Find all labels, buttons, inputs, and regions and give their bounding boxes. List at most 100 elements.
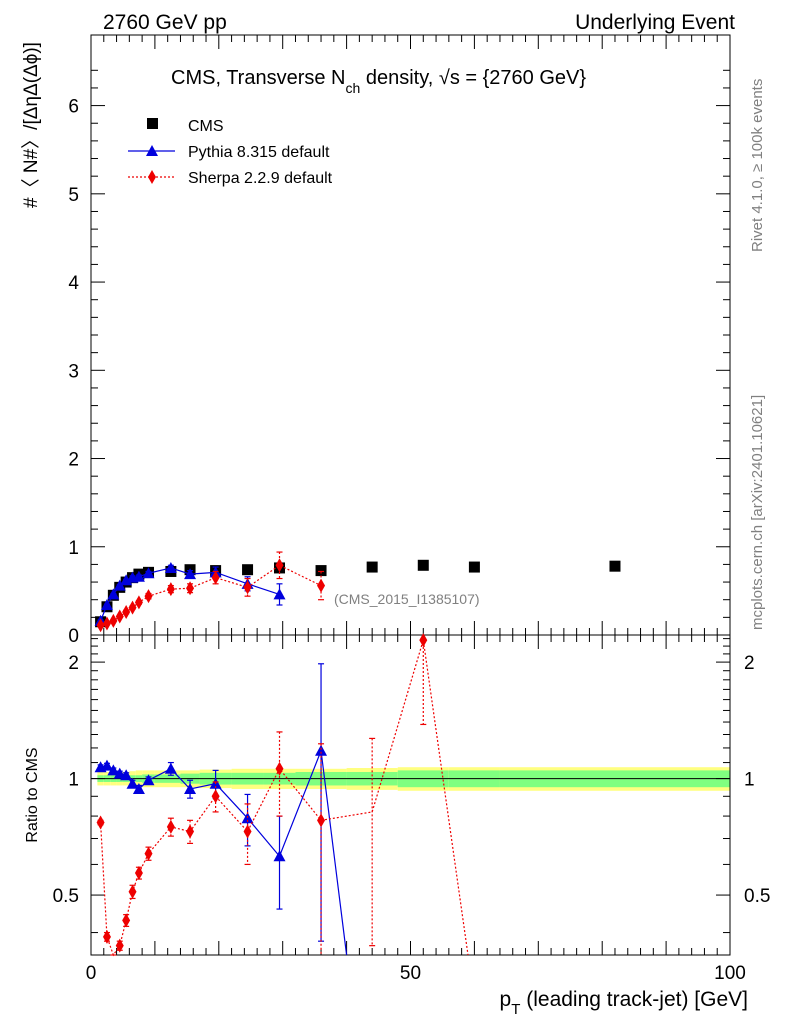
ratio-point bbox=[107, 764, 120, 776]
data-point bbox=[164, 561, 177, 573]
mcplots-label: mcplots.cern.ch [arXiv:2401.10621] bbox=[749, 395, 766, 630]
data-point bbox=[317, 578, 326, 593]
data-point bbox=[102, 616, 111, 631]
legend-cms-marker bbox=[147, 118, 158, 129]
rivet-label: Rivet 4.1.0, ≥ 100k events bbox=[749, 79, 766, 252]
title-end: = {2760 GeV} bbox=[460, 67, 587, 89]
main-axis-ticks: 0 1 2 3 4 5 6 bbox=[68, 35, 731, 647]
ratio-point bbox=[243, 824, 252, 839]
title-rest: density, bbox=[360, 67, 439, 89]
data-point bbox=[142, 567, 155, 579]
data-point bbox=[100, 599, 113, 610]
data-point bbox=[242, 564, 254, 576]
ratio-point bbox=[142, 774, 155, 786]
ratio-tick-label: 0.5 bbox=[53, 886, 79, 907]
data-point bbox=[609, 560, 621, 572]
ratio-point bbox=[144, 846, 153, 861]
legend-sherpa-label: Sherpa 2.2.9 default bbox=[188, 170, 333, 187]
data-point bbox=[144, 589, 153, 604]
x-tick-label: 0 bbox=[86, 963, 97, 984]
ratio-point bbox=[134, 866, 143, 881]
legend-sherpa-marker bbox=[148, 170, 156, 184]
data-point bbox=[184, 568, 197, 580]
ratio-point bbox=[273, 850, 286, 862]
ratio-series-line bbox=[99, 639, 469, 957]
data-point bbox=[166, 582, 175, 597]
title-sqrt: √s bbox=[439, 67, 460, 89]
data-point bbox=[186, 581, 195, 596]
ratio-panel: 0.5 0.5 1 1 2 2 0 50 100 Ratio to CMS pT (leadin… bbox=[24, 633, 770, 1018]
y-tick-label: 5 bbox=[68, 185, 79, 206]
xlabel-main: p bbox=[500, 988, 512, 1011]
main-panel: 0 1 2 3 4 5 6 CMS, Transverse Nch density, √s … bbox=[20, 34, 731, 647]
ratio-point bbox=[275, 761, 284, 776]
ratio-frame bbox=[90, 634, 731, 956]
data-point bbox=[107, 588, 120, 600]
main-ylabel: #〈 N#〉/[ΔηΔ(Δϕ)] bbox=[20, 42, 42, 208]
ratio-series bbox=[94, 633, 469, 957]
data-point bbox=[134, 595, 143, 610]
ratio-tick-label-right: 1 bbox=[744, 770, 755, 791]
y-tick-label: 2 bbox=[68, 450, 79, 471]
ratio-point bbox=[184, 782, 197, 794]
xlabel-rest: (leading track-jet) [GeV] bbox=[520, 988, 748, 1011]
title-main: CMS, Transverse N bbox=[171, 67, 345, 89]
y-tick-label: 3 bbox=[68, 361, 79, 382]
data-point bbox=[315, 565, 327, 577]
x-tick-label: 50 bbox=[400, 963, 421, 984]
x-tick-label: 100 bbox=[714, 963, 746, 984]
header-right: Underlying Event bbox=[575, 11, 735, 34]
data-point bbox=[113, 579, 126, 591]
data-point bbox=[417, 559, 429, 571]
ratio-point bbox=[120, 769, 133, 781]
data-point bbox=[132, 570, 145, 582]
main-series bbox=[94, 551, 621, 633]
ratio-point bbox=[211, 789, 220, 804]
ratio-point bbox=[186, 824, 195, 839]
data-point bbox=[366, 561, 378, 573]
data-point bbox=[275, 558, 284, 573]
ratio-tick-label-right: 0.5 bbox=[744, 886, 770, 907]
legend-pythia-label: Pythia 8.315 default bbox=[188, 144, 330, 161]
ratio-point bbox=[132, 782, 145, 794]
header-left: 2760 GeV pp bbox=[103, 11, 227, 34]
title-sub: ch bbox=[345, 80, 360, 96]
ratio-point bbox=[122, 913, 131, 928]
ratio-axis-ticks: 0.5 0.5 1 1 2 2 0 50 100 bbox=[53, 635, 770, 984]
ratio-point bbox=[166, 819, 175, 834]
data-point bbox=[109, 613, 118, 628]
xlabel-sub: T bbox=[511, 1001, 520, 1018]
data-point bbox=[115, 609, 124, 624]
y-tick-label: 0 bbox=[68, 626, 79, 647]
ratio-tick-label: 1 bbox=[68, 770, 79, 791]
ratio-point bbox=[126, 777, 139, 789]
ratio-point bbox=[96, 815, 105, 830]
ratio-point bbox=[115, 938, 124, 953]
ratio-point bbox=[164, 762, 177, 774]
data-point bbox=[122, 605, 131, 620]
data-point bbox=[468, 561, 480, 573]
y-tick-label: 6 bbox=[68, 97, 79, 118]
data-point bbox=[128, 600, 137, 615]
ratio-point bbox=[315, 744, 328, 756]
legend-pythia-marker bbox=[146, 145, 158, 156]
main-frame bbox=[90, 34, 731, 636]
ratio-ylabel: Ratio to CMS bbox=[24, 747, 41, 842]
data-point bbox=[273, 588, 286, 600]
x-axis-label: pT (leading track-jet) [GeV] bbox=[500, 988, 748, 1018]
data-point bbox=[96, 618, 105, 633]
ratio-tick-label-right: 2 bbox=[744, 653, 755, 674]
y-tick-label: 1 bbox=[68, 538, 79, 559]
legend-cms-label: CMS bbox=[188, 118, 224, 135]
analysis-tag: (CMS_2015_I1385107) bbox=[334, 591, 480, 607]
ratio-point bbox=[317, 813, 326, 828]
ratio-point bbox=[128, 884, 137, 899]
ratio-band bbox=[91, 767, 730, 791]
y-tick-label: 4 bbox=[68, 273, 79, 294]
ratio-point bbox=[100, 759, 113, 771]
ratio-point bbox=[419, 633, 428, 648]
legend: CMS Pythia 8.315 default Sherpa 2.2.9 de… bbox=[128, 118, 333, 187]
data-point bbox=[243, 580, 252, 595]
ratio-tick-label: 2 bbox=[68, 653, 79, 674]
